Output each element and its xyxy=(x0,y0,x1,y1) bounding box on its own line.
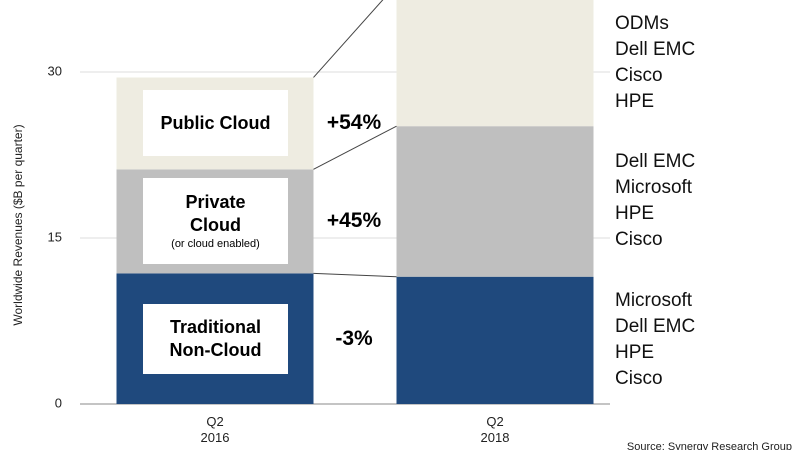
connector xyxy=(313,272,397,278)
vendor: Dell EMC xyxy=(615,39,696,61)
growth-label: +45% xyxy=(326,209,382,233)
source: Source: Synergy Research Group xyxy=(626,441,792,450)
series-note: (or cloud enabled) xyxy=(171,238,260,251)
vendor: Cisco xyxy=(615,229,663,251)
connector xyxy=(313,125,397,170)
vendor-list: Dell EMC Microsoft HPE Cisco xyxy=(615,149,695,253)
series-label: Traditional Non-Cloud xyxy=(143,303,288,374)
vendor: Dell EMC xyxy=(615,151,696,173)
vendor-list: ODMs Dell EMC Cisco HPE xyxy=(615,11,695,115)
series-name: Private Cloud xyxy=(185,192,246,236)
y-tick-label: 15 xyxy=(48,229,62,244)
bar-segment xyxy=(396,0,594,127)
vendor: Dell EMC xyxy=(615,316,696,338)
vendor: Microsoft xyxy=(615,290,693,312)
x-tick-label: Q2 2016 xyxy=(200,414,230,445)
series-name: Traditional Non-Cloud xyxy=(169,316,262,360)
y-axis-label: Worldwide Revenues ($B per quarter) xyxy=(11,124,25,326)
vendor: HPE xyxy=(615,342,655,364)
growth-label: -3% xyxy=(335,326,373,350)
vendor: ODMs xyxy=(615,13,669,35)
connector xyxy=(313,0,384,78)
bar-segment xyxy=(396,276,594,404)
growth-label: +54% xyxy=(326,111,382,135)
y-tick-label: 0 xyxy=(55,395,62,410)
x-tick-label: Q2 2018 xyxy=(480,414,510,445)
vendor: HPE xyxy=(615,91,655,113)
series-label: Private Cloud (or cloud enabled) xyxy=(143,178,288,265)
vendor: Cisco xyxy=(615,368,663,390)
series-label: Public Cloud xyxy=(143,90,288,157)
vendor-list: Microsoft Dell EMC HPE Cisco xyxy=(615,288,695,392)
y-tick-label: 30 xyxy=(48,63,62,78)
bar-segment xyxy=(396,126,594,277)
vendor: Microsoft xyxy=(615,177,693,199)
vendor: HPE xyxy=(615,203,655,225)
vendor: Cisco xyxy=(615,65,663,87)
series-name: Public Cloud xyxy=(160,112,271,133)
